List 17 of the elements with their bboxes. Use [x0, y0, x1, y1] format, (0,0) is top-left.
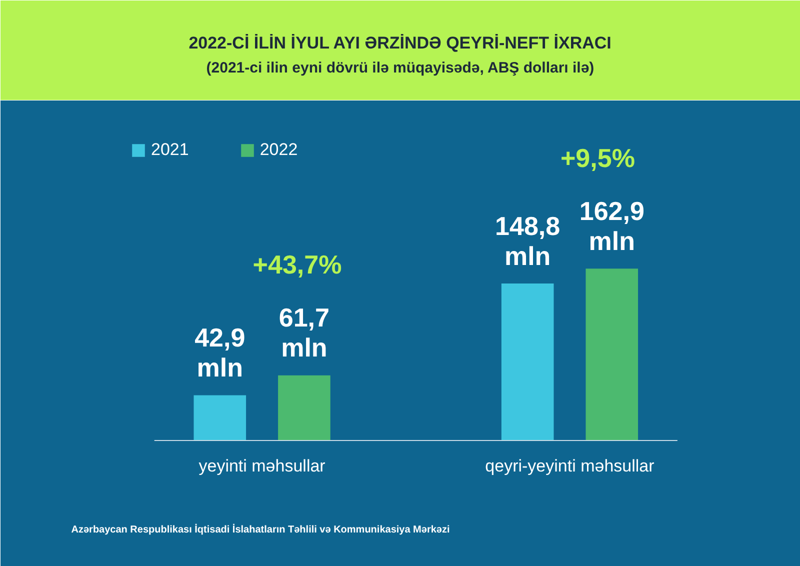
x-tick-label: yeyinti məhsullar — [198, 456, 326, 476]
legend-label: 2021 — [151, 140, 189, 160]
data-label: 148,8 mln — [495, 210, 560, 271]
annotation: +43,7% — [252, 250, 342, 280]
chart-subtitle: (2021-ci ilin eyni dövrü ilə müqayisədə, ABŞ dolları ilə) — [206, 60, 594, 76]
bar — [501, 284, 554, 440]
data-label: 162,9 mln — [579, 196, 644, 256]
data-label: 61,7 mln — [278, 302, 330, 363]
chart-title: 2022-Cİ İLİN İYUL AYI ƏRZİNDƏ QEYRİ-NEFT İXRACI — [188, 34, 612, 52]
text: Azərbaycan Respublikası İqtisadi İslahatların Təhlili və Kommunikasiya Mərkəzi — [71, 524, 450, 536]
x-tick-label: qeyri-yeyinti məhsullar — [485, 456, 655, 476]
bar — [586, 268, 638, 440]
legend-label: 2022 — [260, 140, 298, 160]
bar — [278, 375, 330, 440]
data-label: 42,9 mln — [194, 322, 246, 383]
text: +9,5% — [560, 142, 635, 173]
bar — [194, 395, 246, 440]
